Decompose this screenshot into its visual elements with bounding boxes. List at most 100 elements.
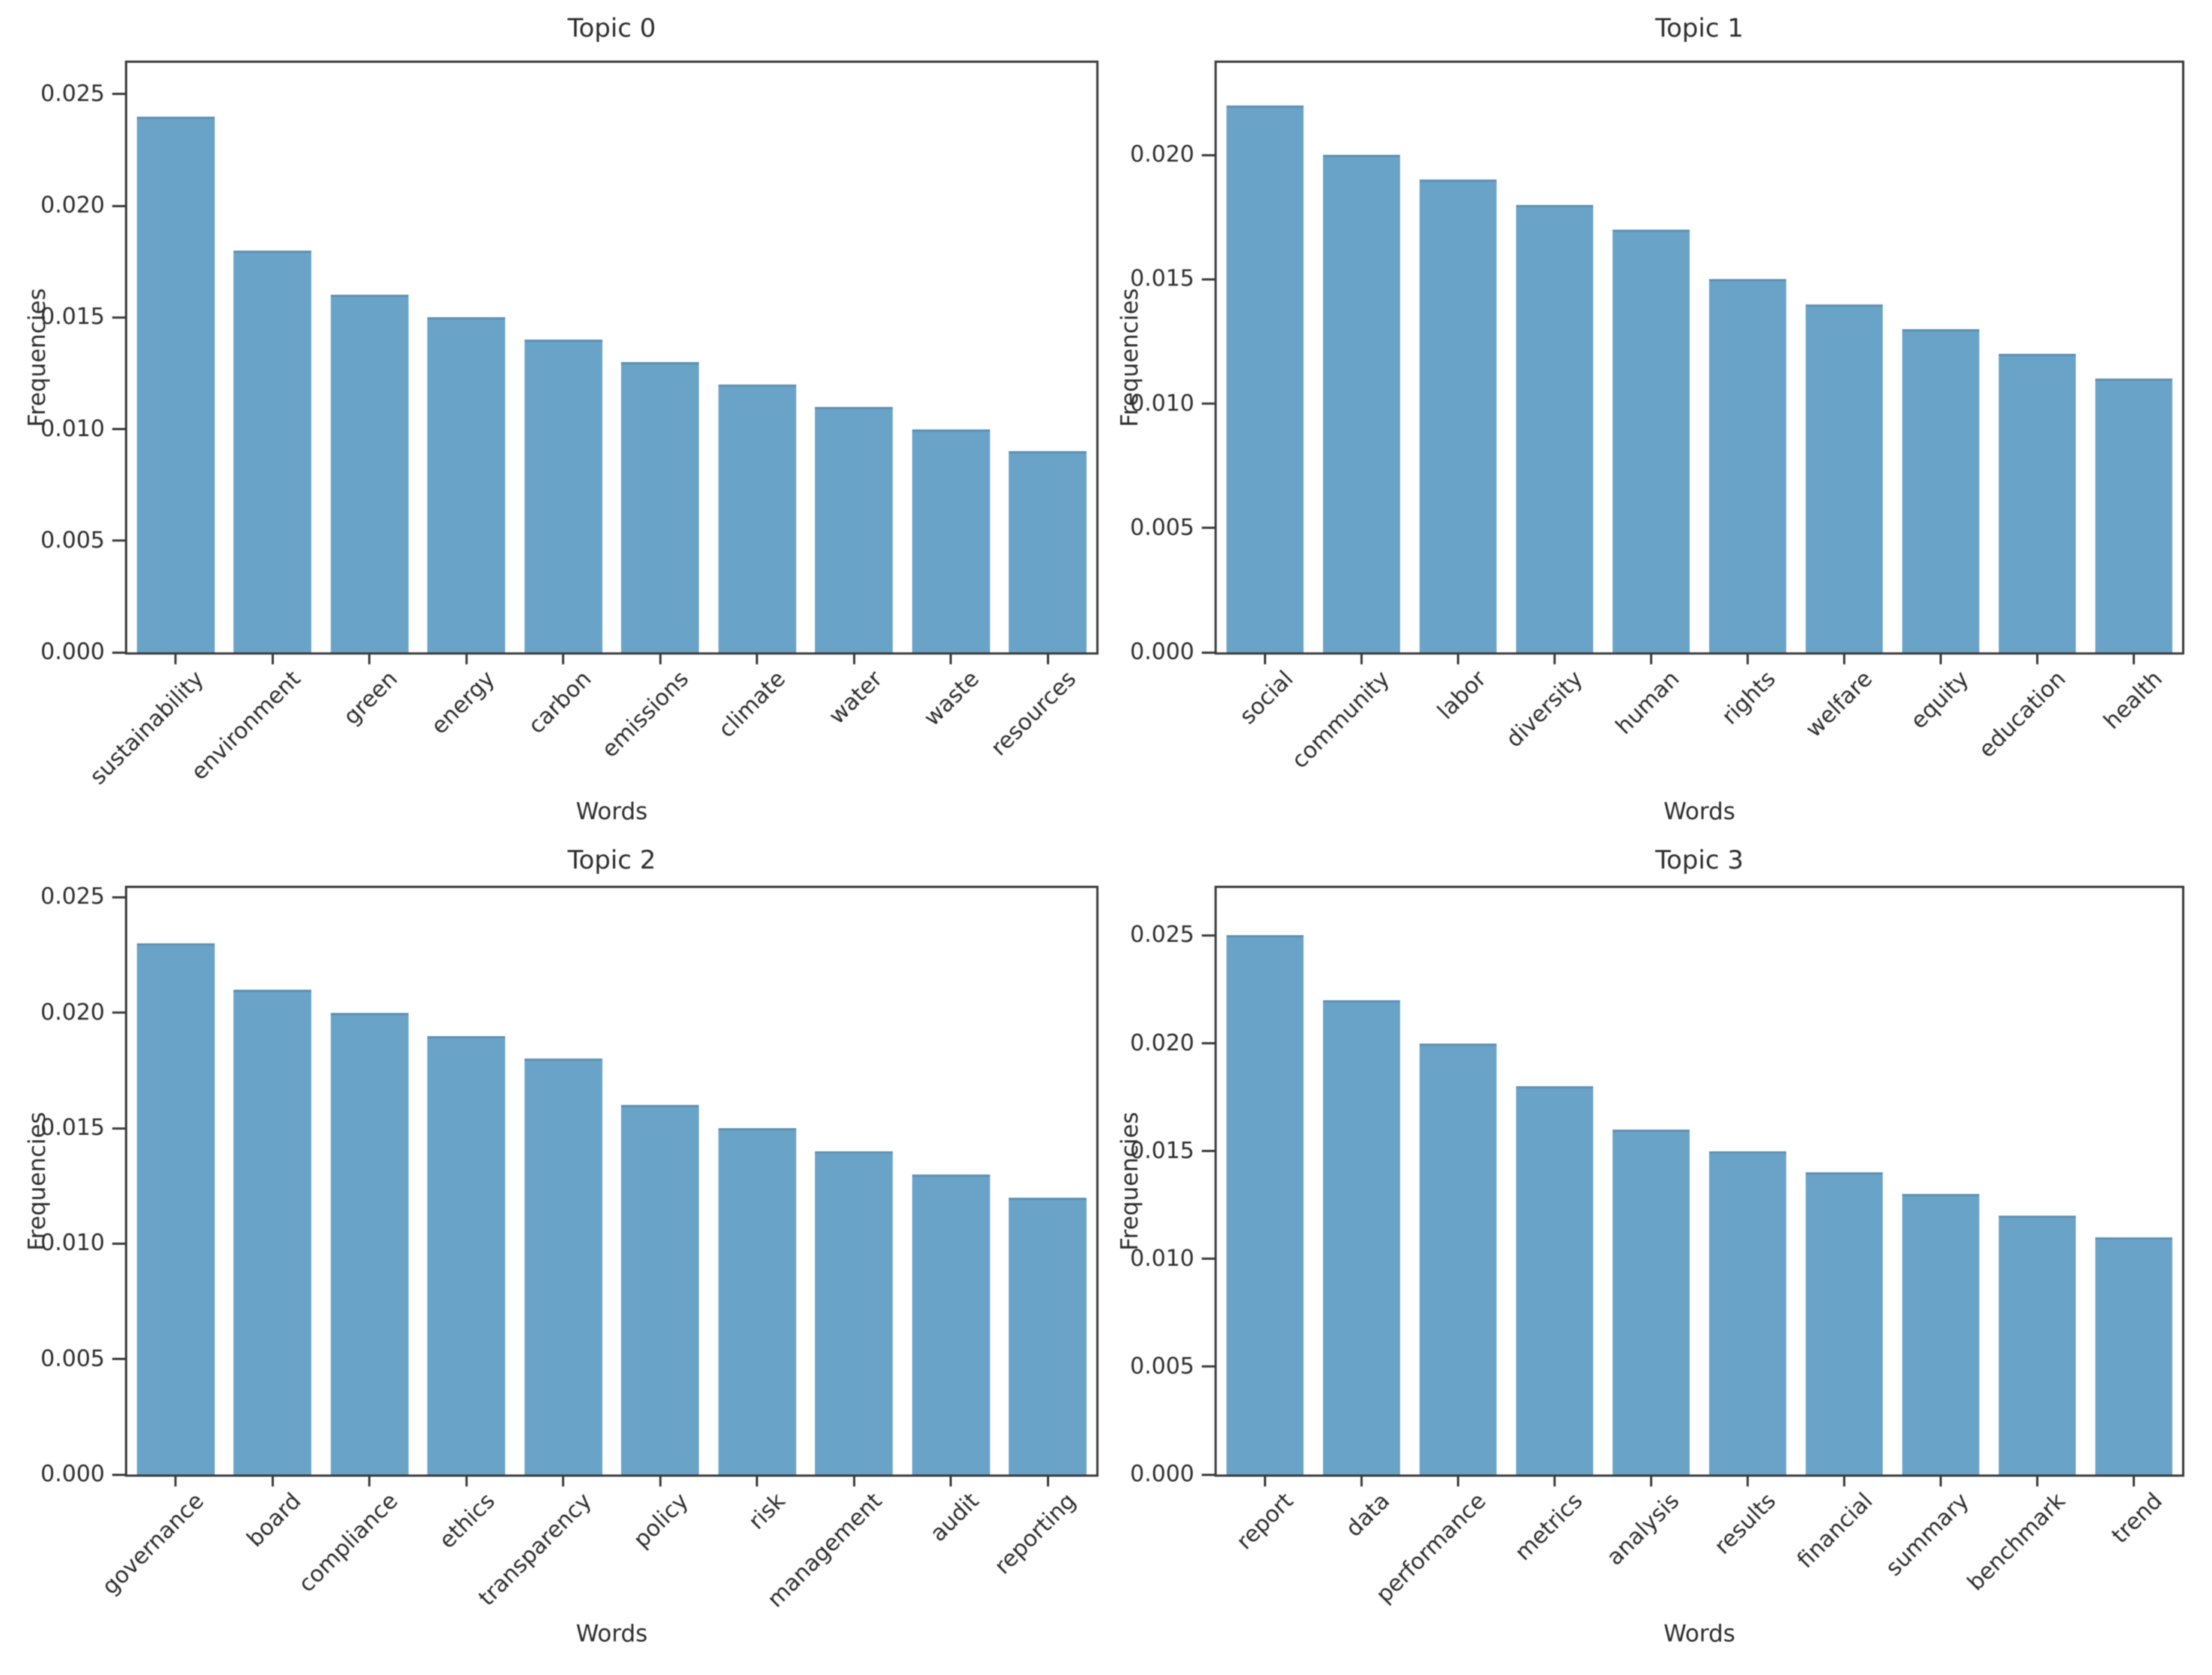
- axes-top-spine: [1215, 61, 2184, 63]
- x-tick-mark: [1046, 655, 1049, 664]
- axes-right-spine: [2182, 61, 2184, 655]
- y-tick-label: 0.025: [40, 80, 105, 107]
- axes-left-spine: [125, 886, 127, 1477]
- bar: [2095, 379, 2173, 652]
- x-tick-mark: [465, 655, 468, 664]
- y-tick-mark: [1202, 402, 1215, 405]
- y-tick-label: 0.000: [1130, 639, 1194, 665]
- y-tick-mark: [1202, 1365, 1215, 1368]
- x-tick-mark: [1940, 655, 1942, 664]
- x-tick-mark: [271, 1477, 274, 1486]
- y-tick-label: 0.015: [1130, 266, 1194, 293]
- bar: [136, 116, 215, 652]
- x-category-label: trend: [2106, 1488, 2168, 1549]
- bar: [233, 989, 312, 1475]
- y-tick-mark: [1202, 1042, 1215, 1045]
- x-category-label: report: [1231, 1488, 1299, 1555]
- axes-right-spine: [2182, 886, 2184, 1477]
- chart-title: Topic 0: [567, 13, 656, 43]
- x-tick-mark: [756, 1477, 759, 1486]
- bar: [1419, 1043, 1497, 1475]
- x-tick-mark: [756, 655, 759, 664]
- x-tick-mark: [1553, 655, 1556, 664]
- bar: [136, 943, 215, 1475]
- y-tick-label: 0.010: [1130, 1245, 1194, 1272]
- x-tick-mark: [2133, 655, 2135, 664]
- x-category-label: benchmark: [1962, 1488, 2071, 1596]
- bar: [1322, 155, 1401, 652]
- x-tick-mark: [1264, 655, 1266, 664]
- axes-bottom-spine: [125, 652, 1099, 655]
- bar: [1998, 354, 2077, 652]
- bar: [1226, 105, 1304, 652]
- x-category-label: metrics: [1510, 1488, 1589, 1567]
- axes-top-spine: [125, 886, 1099, 888]
- bar: [911, 1174, 990, 1475]
- y-tick-mark: [1202, 278, 1215, 281]
- bar: [815, 406, 893, 652]
- y-tick-mark: [112, 93, 125, 96]
- bar: [1612, 229, 1690, 652]
- x-tick-mark: [1457, 655, 1459, 664]
- y-tick-label: 0.020: [40, 999, 105, 1026]
- y-tick-label: 0.000: [1130, 1461, 1194, 1487]
- bar: [1901, 328, 1980, 652]
- x-tick-mark: [1940, 1477, 1942, 1486]
- x-tick-mark: [1360, 655, 1363, 664]
- bar: [1515, 204, 1594, 652]
- y-tick-label: 0.025: [1130, 922, 1194, 949]
- x-tick-mark: [368, 1477, 371, 1486]
- axes-right-spine: [1096, 886, 1099, 1477]
- bar: [2095, 1237, 2173, 1475]
- bar: [621, 1105, 700, 1475]
- x-tick-mark: [852, 1477, 855, 1486]
- bar: [1612, 1129, 1690, 1475]
- x-category-label: financial: [1791, 1488, 1878, 1574]
- x-tick-mark: [1747, 1477, 1749, 1486]
- bar: [1419, 180, 1497, 652]
- x-tick-mark: [950, 1477, 953, 1486]
- y-tick-label: 0.010: [40, 415, 105, 442]
- bar: [427, 1035, 506, 1475]
- bar: [1009, 1197, 1087, 1475]
- x-tick-mark: [562, 655, 565, 664]
- axes-left-spine: [1215, 886, 1217, 1477]
- bar: [1805, 304, 1883, 652]
- y-tick-mark: [112, 316, 125, 319]
- x-tick-mark: [950, 655, 953, 664]
- axes-left-spine: [125, 61, 127, 655]
- axes-right-spine: [1096, 61, 1099, 655]
- x-tick-mark: [2036, 655, 2038, 664]
- x-axis-label: Words: [575, 798, 648, 825]
- bar: [427, 317, 506, 652]
- axes-bottom-spine: [1215, 1475, 2184, 1477]
- y-tick-label: 0.010: [1130, 390, 1194, 417]
- x-tick-mark: [1843, 655, 1845, 664]
- y-tick-mark: [1202, 153, 1215, 156]
- y-tick-mark: [1202, 527, 1215, 530]
- y-tick-label: 0.005: [40, 527, 105, 554]
- x-category-label: data: [1340, 1488, 1396, 1543]
- x-tick-mark: [2036, 1477, 2038, 1486]
- x-tick-mark: [1747, 655, 1749, 664]
- bar: [718, 1128, 796, 1475]
- y-tick-label: 0.000: [40, 1461, 105, 1487]
- y-tick-mark: [1202, 1473, 1215, 1476]
- bar: [1226, 935, 1304, 1475]
- bar: [233, 250, 312, 652]
- y-tick-label: 0.020: [1130, 141, 1194, 168]
- y-tick-mark: [112, 1358, 125, 1361]
- bar: [1009, 451, 1087, 652]
- x-tick-mark: [1264, 1477, 1266, 1486]
- x-tick-mark: [1457, 1477, 1459, 1486]
- x-axis-label: Words: [575, 1620, 648, 1647]
- axes-top-spine: [1215, 886, 2184, 888]
- bar: [330, 295, 409, 652]
- y-tick-label: 0.015: [1130, 1137, 1194, 1164]
- bar: [1322, 999, 1401, 1475]
- axes-left-spine: [1215, 61, 1217, 655]
- x-tick-mark: [659, 655, 662, 664]
